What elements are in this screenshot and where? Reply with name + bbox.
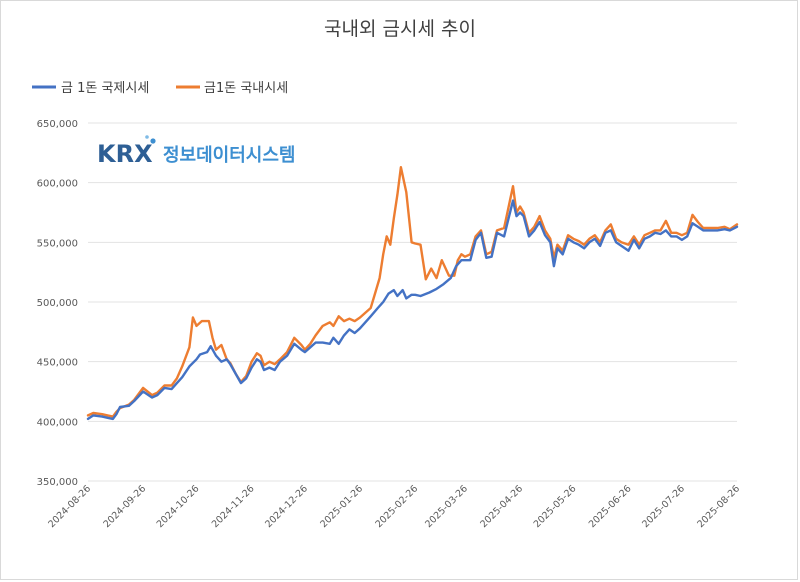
chart-title: 국내외 금시세 추이 [324, 18, 476, 40]
y-axis: 350,000 400,000 450,000 500,000 550,000 600,0… [37, 119, 78, 488]
series-international-line [86, 199, 739, 421]
legend-entry-international[interactable]: 금 1돈 국제시세 [32, 81, 149, 96]
y-tick-label: 350,000 [37, 477, 78, 488]
watermark-dot-icon [150, 138, 156, 144]
legend-entry-domestic[interactable]: 금1돈 국내시세 [176, 81, 288, 96]
x-tick-label: 2024-09-26 [101, 483, 148, 530]
watermark-brand: KRX [97, 140, 153, 168]
x-tick-label: 2024-10-26 [155, 483, 202, 530]
x-tick-label: 2025-05-26 [532, 483, 579, 530]
x-tick-label: 2025-08-26 [695, 483, 742, 530]
x-tick-label: 2025-06-26 [587, 483, 634, 530]
grid [88, 122, 737, 482]
y-tick-label: 550,000 [37, 238, 78, 249]
legend-label-domestic: 금1돈 국내시세 [204, 81, 288, 96]
x-tick-label: 2025-03-26 [423, 483, 470, 530]
watermark-dot-icon-2 [145, 135, 149, 139]
legend: 금 1돈 국제시세 금1돈 국내시세 [32, 81, 288, 96]
legend-label-international: 금 1돈 국제시세 [61, 81, 149, 96]
x-tick-label: 2025-04-26 [478, 483, 525, 530]
x-tick-label: 2024-12-26 [263, 483, 310, 530]
x-tick-label: 2024-08-26 [46, 483, 93, 530]
y-tick-label: 400,000 [37, 417, 78, 428]
y-tick-label: 450,000 [37, 358, 78, 369]
x-axis: 2024-08-26 2024-09-26 2024-10-26 2024-11-26… [46, 483, 742, 530]
watermark-text: 정보데이터시스템 [163, 145, 295, 166]
x-tick-label: 2024-11-26 [210, 483, 257, 530]
x-tick-label: 2025-01-26 [318, 483, 365, 530]
series-domestic-line [86, 165, 739, 418]
plot-area [86, 165, 739, 421]
y-tick-label: 600,000 [37, 179, 78, 190]
y-tick-label: 650,000 [37, 119, 78, 130]
x-tick-label: 2025-07-26 [640, 483, 687, 530]
watermark: KRX 정보데이터시스템 [97, 135, 295, 168]
y-tick-label: 500,000 [37, 298, 78, 309]
x-tick-label: 2025-02-26 [373, 483, 420, 530]
